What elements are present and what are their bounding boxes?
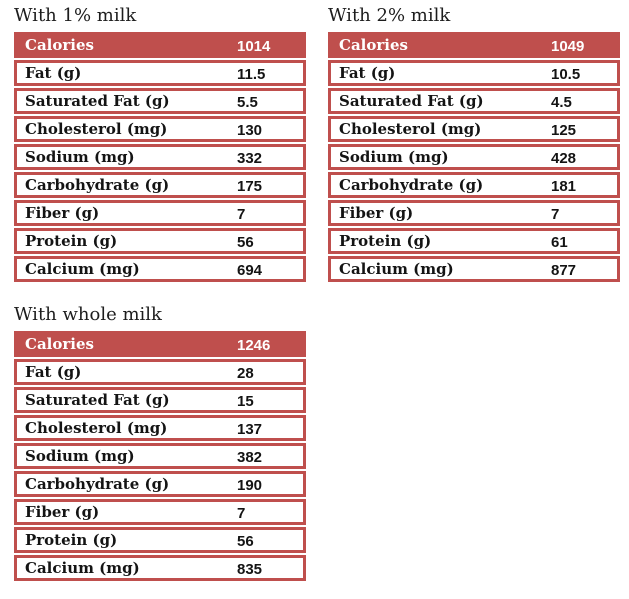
table-row: Calcium (mg) 694: [14, 256, 306, 282]
row-value: 56: [237, 233, 254, 251]
row-label: Calcium (mg): [25, 558, 140, 577]
header-label: Calories: [339, 35, 408, 54]
row-value: 835: [237, 560, 263, 578]
table-row: Fiber (g) 7: [14, 499, 306, 525]
row-label: Carbohydrate (g): [25, 474, 170, 493]
table-row: Saturated Fat (g) 4.5: [328, 88, 620, 114]
row-label: Saturated Fat (g): [25, 91, 170, 110]
table-row: Sodium (mg) 332: [14, 144, 306, 170]
row-value: 7: [237, 504, 246, 522]
row-value: 7: [237, 205, 246, 223]
row-value: 5.5: [237, 93, 258, 111]
table-row: Saturated Fat (g) 5.5: [14, 88, 306, 114]
row-value: 190: [237, 476, 263, 494]
table-row: Fat (g) 28: [14, 359, 306, 385]
row-value: 382: [237, 448, 263, 466]
table-row: Cholesterol (mg) 125: [328, 116, 620, 142]
row-value: 15: [237, 392, 254, 410]
row-value: 61: [551, 233, 568, 251]
header-value: 1049: [551, 37, 585, 55]
table-title: With 2% milk: [328, 5, 451, 26]
table-row: Cholesterol (mg) 130: [14, 116, 306, 142]
row-value: 11.5: [237, 65, 266, 83]
row-label: Fat (g): [25, 63, 82, 82]
row-label: Cholesterol (mg): [339, 119, 482, 138]
header-value: 1014: [237, 37, 271, 55]
row-value: 175: [237, 177, 263, 195]
row-label: Carbohydrate (g): [339, 175, 484, 194]
row-label: Fiber (g): [339, 203, 414, 222]
row-value: 56: [237, 532, 254, 550]
row-label: Sodium (mg): [25, 446, 135, 465]
row-label: Fat (g): [25, 362, 82, 381]
row-label: Protein (g): [339, 231, 432, 250]
row-label: Fat (g): [339, 63, 396, 82]
row-label: Cholesterol (mg): [25, 418, 168, 437]
table-row: Cholesterol (mg) 137: [14, 415, 306, 441]
table-row: Protein (g) 56: [14, 228, 306, 254]
row-value: 4.5: [551, 93, 572, 111]
table-row: Carbohydrate (g) 181: [328, 172, 620, 198]
row-value: 332: [237, 149, 263, 167]
header-label: Calories: [25, 35, 94, 54]
table-title: With 1% milk: [14, 5, 137, 26]
table-row: Fat (g) 11.5: [14, 60, 306, 86]
table-group-1pct-milk: With 1% milk Calories 1014 Fat (g) 11.5 …: [14, 4, 306, 284]
row-value: 7: [551, 205, 560, 223]
table-row: Fiber (g) 7: [328, 200, 620, 226]
table-row: Protein (g) 61: [328, 228, 620, 254]
row-value: 10.5: [551, 65, 581, 83]
row-value: 428: [551, 149, 577, 167]
table-row: Sodium (mg) 382: [14, 443, 306, 469]
row-value: 181: [551, 177, 577, 195]
table-row: Protein (g) 56: [14, 527, 306, 553]
table-row: Fat (g) 10.5: [328, 60, 620, 86]
row-label: Calcium (mg): [339, 259, 454, 278]
table-header-row: Calories 1246: [14, 331, 306, 357]
row-label: Protein (g): [25, 530, 118, 549]
row-label: Sodium (mg): [339, 147, 449, 166]
table-group-whole-milk: With whole milk Calories 1246 Fat (g) 28…: [14, 303, 306, 583]
row-label: Calcium (mg): [25, 259, 140, 278]
nutrition-table-2pct: Calories 1049 Fat (g) 10.5 Saturated Fat…: [328, 32, 620, 282]
header-value: 1246: [237, 336, 271, 354]
row-label: Saturated Fat (g): [25, 390, 170, 409]
table-row: Fiber (g) 7: [14, 200, 306, 226]
row-label: Protein (g): [25, 231, 118, 250]
nutrition-table-whole: Calories 1246 Fat (g) 28 Saturated Fat (…: [14, 331, 306, 581]
row-value: 130: [237, 121, 263, 139]
table-header-row: Calories 1014: [14, 32, 306, 58]
row-label: Fiber (g): [25, 502, 100, 521]
row-label: Cholesterol (mg): [25, 119, 168, 138]
row-label: Fiber (g): [25, 203, 100, 222]
table-group-2pct-milk: With 2% milk Calories 1049 Fat (g) 10.5 …: [328, 4, 620, 284]
row-value: 694: [237, 261, 263, 279]
row-label: Carbohydrate (g): [25, 175, 170, 194]
table-row: Calcium (mg) 877: [328, 256, 620, 282]
table-title: With whole milk: [14, 304, 162, 325]
table-row: Saturated Fat (g) 15: [14, 387, 306, 413]
table-row: Calcium (mg) 835: [14, 555, 306, 581]
table-header-row: Calories 1049: [328, 32, 620, 58]
row-label: Saturated Fat (g): [339, 91, 484, 110]
table-row: Sodium (mg) 428: [328, 144, 620, 170]
header-label: Calories: [25, 334, 94, 353]
row-value: 877: [551, 261, 577, 279]
row-value: 125: [551, 121, 577, 139]
table-row: Carbohydrate (g) 190: [14, 471, 306, 497]
nutrition-table-1pct: Calories 1014 Fat (g) 11.5 Saturated Fat…: [14, 32, 306, 282]
row-label: Sodium (mg): [25, 147, 135, 166]
table-row: Carbohydrate (g) 175: [14, 172, 306, 198]
row-value: 137: [237, 420, 263, 438]
row-value: 28: [237, 364, 254, 382]
